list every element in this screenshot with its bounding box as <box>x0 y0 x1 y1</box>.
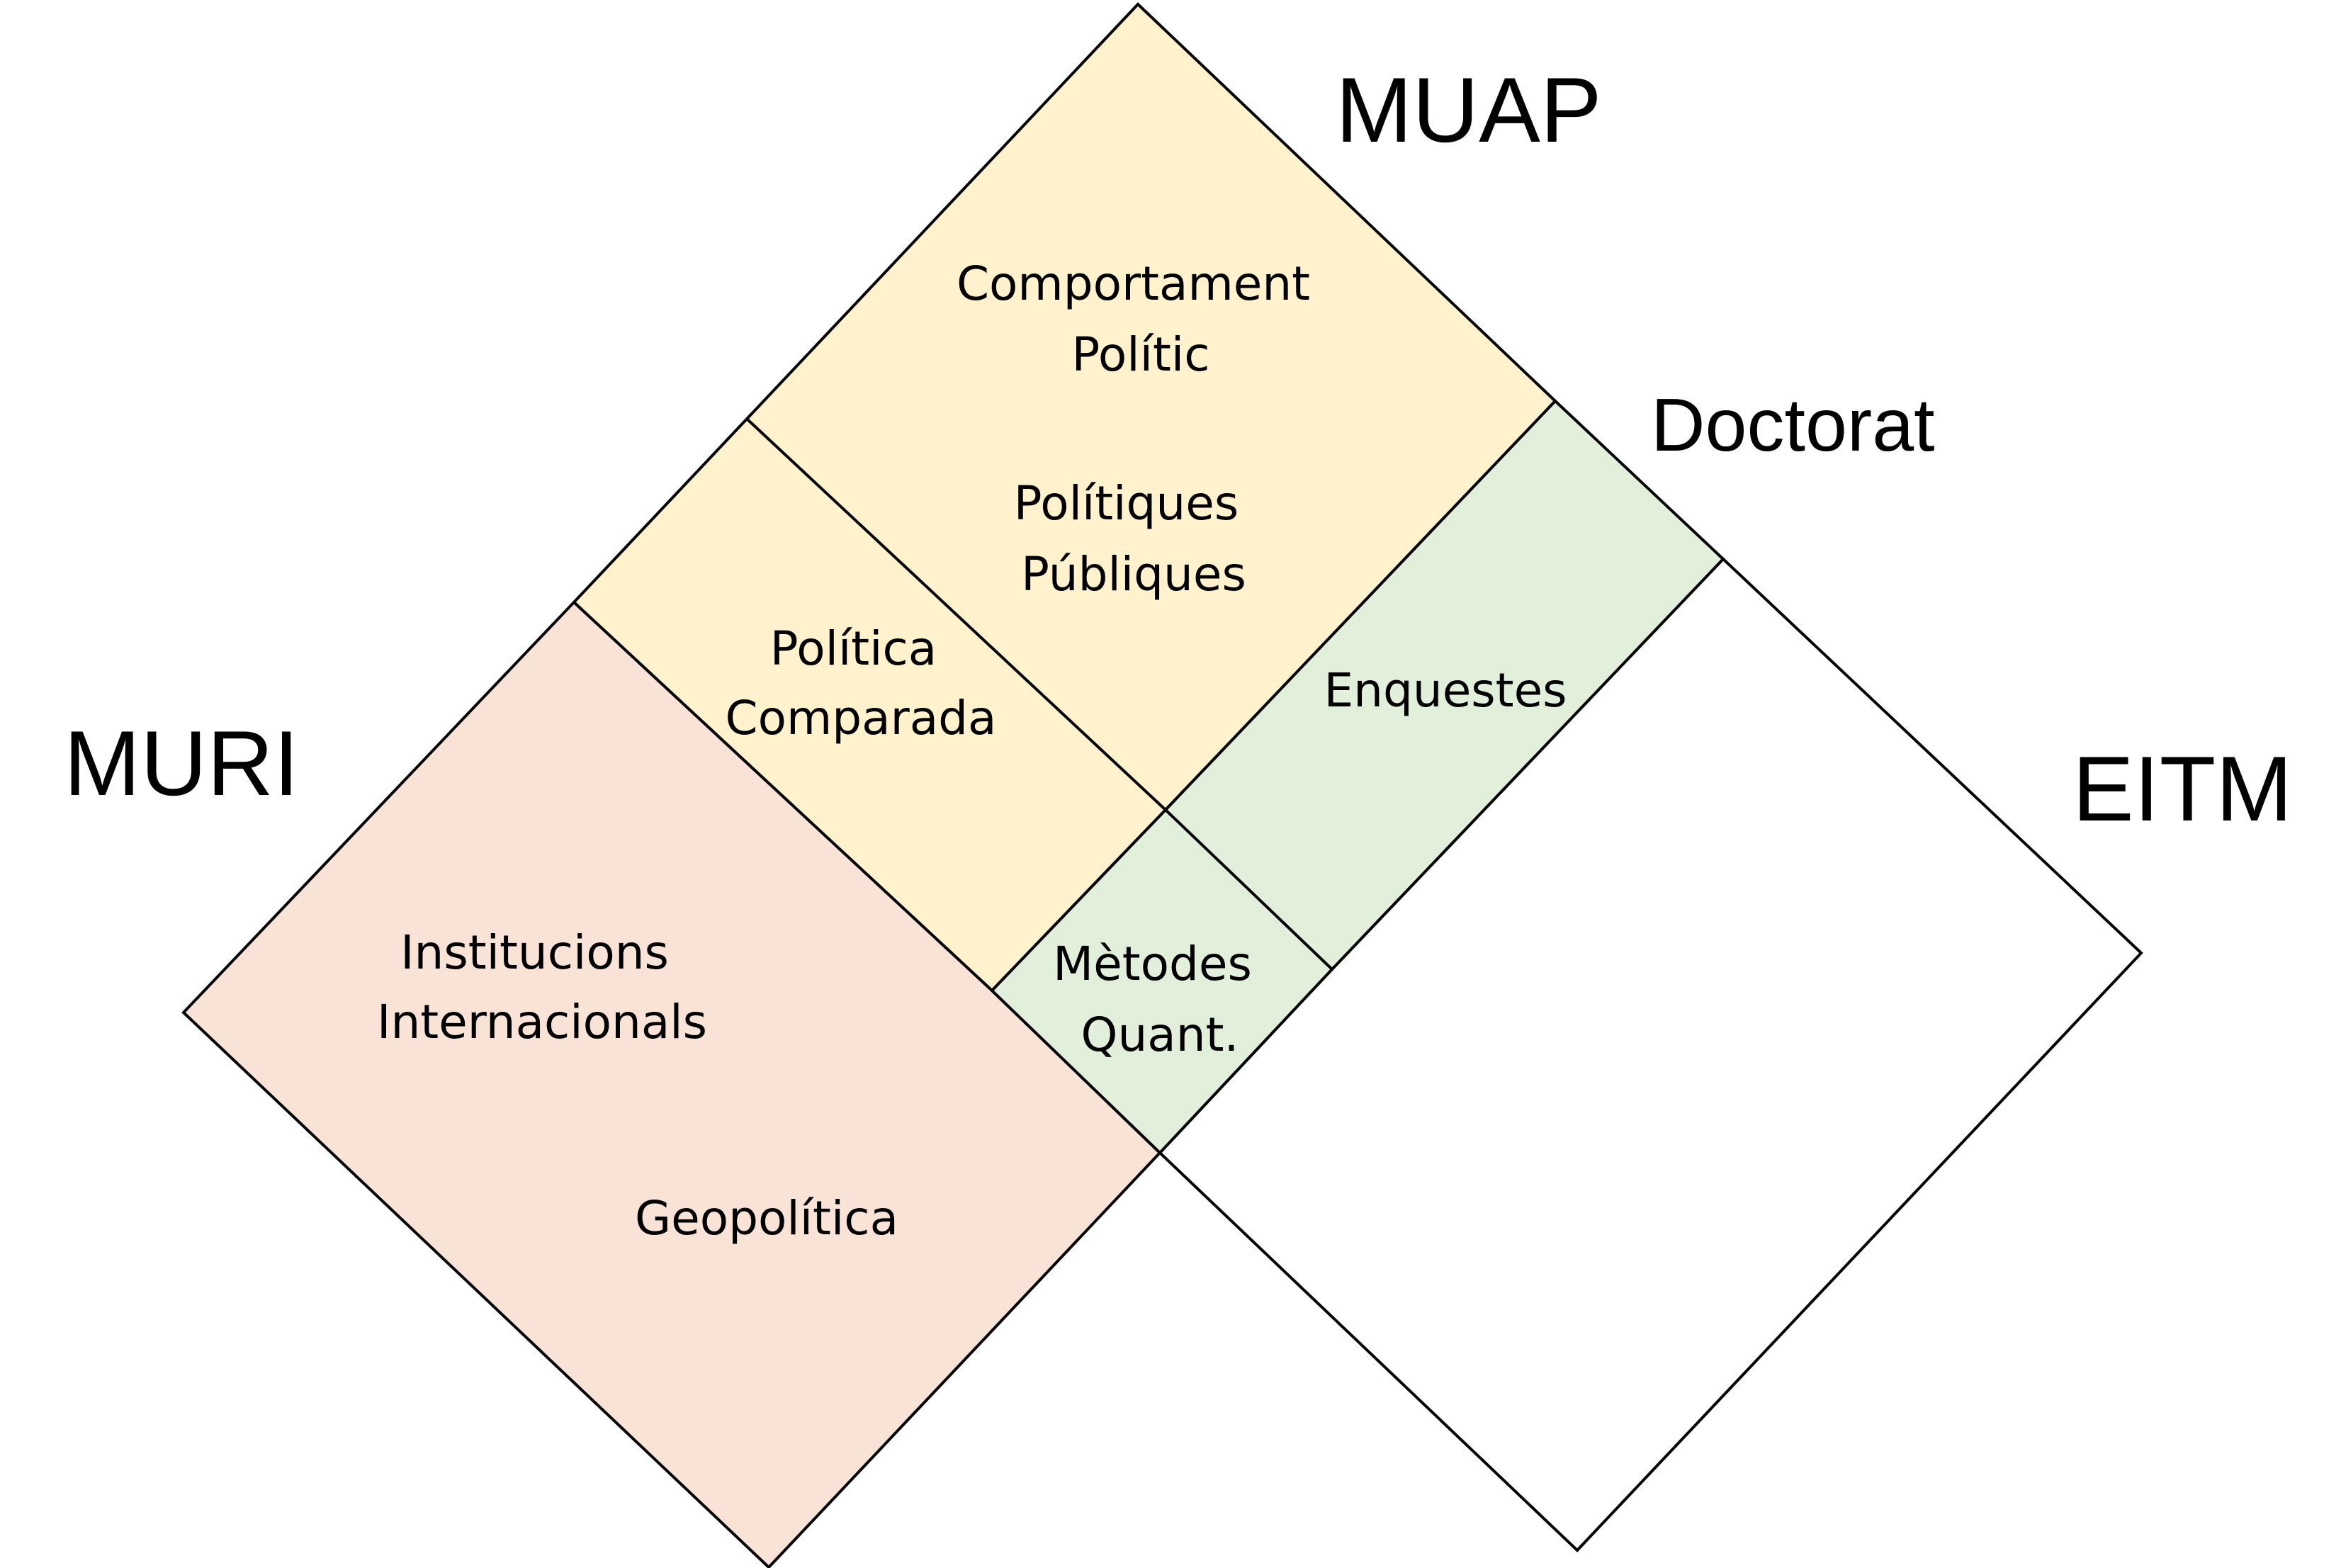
divider-comparada-muap <box>746 418 1167 811</box>
label-muri: MURI <box>64 711 299 815</box>
divider-doctorat-muri <box>1164 808 1333 971</box>
muri-region <box>181 600 1162 1568</box>
label-comportament-politic: Comportament Polític <box>957 256 1325 382</box>
label-metodes-quant: Mètodes Quant. <box>1053 937 1267 1062</box>
label-doctorat: Doctorat <box>1651 383 1935 467</box>
label-politiques-publiques: Polítiques Públiques <box>1014 476 1253 602</box>
label-muap: MUAP <box>1336 58 1602 162</box>
label-enquestes: Enquestes <box>1324 663 1567 718</box>
label-geopolitica: Geopolítica <box>635 1191 898 1246</box>
label-institucions-internacionals: Institucions Internacionals <box>377 925 707 1049</box>
label-politica-comparada: Política Comparada <box>725 621 996 745</box>
label-eitm: EITM <box>2072 737 2293 840</box>
